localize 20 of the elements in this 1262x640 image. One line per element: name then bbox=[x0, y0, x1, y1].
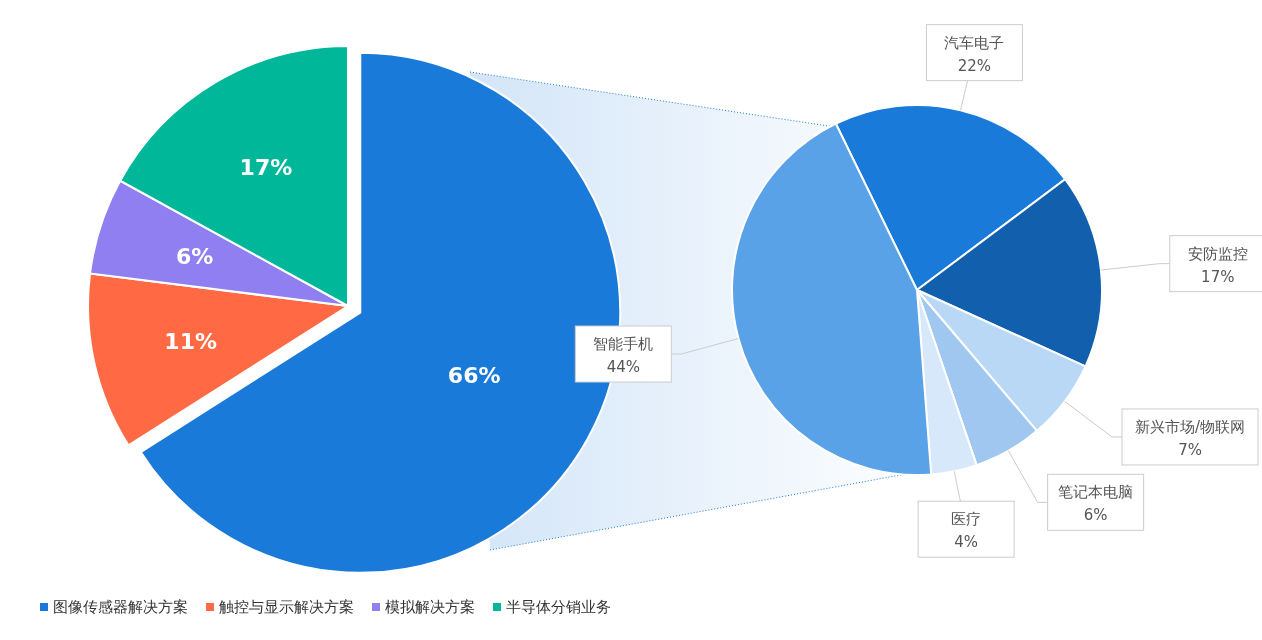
slice-label: 安防监控 bbox=[1187, 244, 1248, 263]
slice-label: 智能手机 bbox=[593, 335, 654, 354]
legend-label: 半导体分销业务 bbox=[506, 598, 611, 616]
data-label: 4% bbox=[954, 533, 978, 552]
data-label: 6% bbox=[1083, 506, 1108, 525]
data-label: 66% bbox=[447, 363, 501, 389]
slice-label: 汽车电子 bbox=[944, 33, 1005, 52]
data-label: 22% bbox=[957, 56, 992, 75]
data-label: 7% bbox=[1178, 440, 1202, 459]
legend-label: 模拟解决方案 bbox=[385, 598, 475, 616]
legend-label: 触控与显示解决方案 bbox=[219, 598, 354, 616]
data-label: 17% bbox=[239, 155, 293, 181]
data-label: 17% bbox=[1201, 267, 1235, 286]
data-label: 44% bbox=[606, 358, 641, 377]
data-label: 11% bbox=[164, 329, 218, 355]
slice-label: 笔记本电脑 bbox=[1058, 483, 1134, 502]
slice-label: 医疗 bbox=[951, 510, 982, 529]
data-label: 6% bbox=[176, 244, 214, 270]
legend-label: 图像传感器解决方案 bbox=[53, 598, 188, 616]
slice-label: 新兴市场/物联网 bbox=[1135, 417, 1246, 436]
